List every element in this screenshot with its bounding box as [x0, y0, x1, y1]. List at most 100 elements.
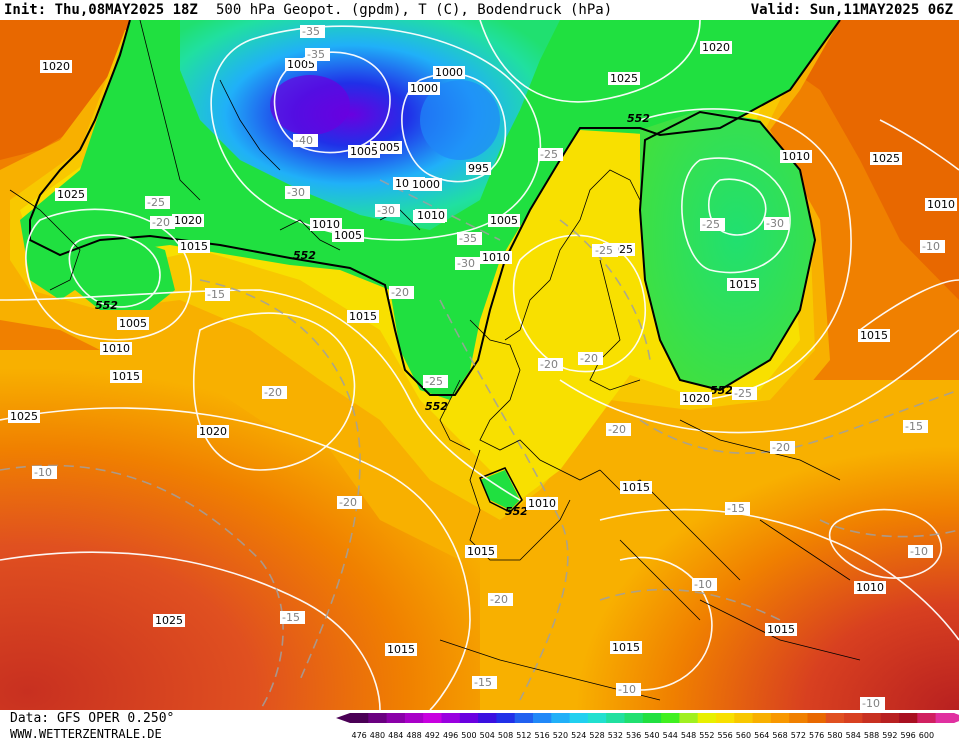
pressure-label: 1000: [435, 66, 463, 79]
eastern-low-field: [640, 110, 815, 390]
pressure-label-box: [385, 643, 417, 656]
temperature-label-box: [293, 134, 318, 147]
legend-arrow-left: [336, 713, 350, 723]
pressure-label-box: [465, 545, 497, 558]
temperature-label: -35: [459, 232, 477, 245]
legend-swatch: [368, 713, 388, 723]
legend-swatch: [697, 713, 717, 723]
temperature-label: -15: [207, 288, 225, 301]
legend-swatch: [624, 713, 644, 723]
pressure-label-box: [780, 150, 812, 163]
pressure-label-box: [8, 410, 40, 423]
pressure-label: 1025: [155, 614, 183, 627]
temperature-label-box: [455, 257, 480, 270]
temperature-label: -25: [147, 196, 165, 209]
warm-northeast: [720, 20, 959, 300]
legend-value: 548: [681, 731, 696, 740]
legend-swatch: [514, 713, 534, 723]
legend-value: 544: [663, 731, 678, 740]
legend-value: 524: [571, 731, 586, 740]
temperature-label: -20: [580, 352, 598, 365]
legend-value: 532: [608, 731, 623, 740]
legend-swatch: [642, 713, 662, 723]
contour-label: 552: [627, 112, 650, 125]
map-footer: Data: GFS OPER 0.250° WWW.WETTERZENTRALE…: [0, 710, 959, 741]
legend-value: 476: [352, 731, 367, 740]
legend-swatch: [533, 713, 552, 723]
pressure-label-box: [117, 317, 149, 330]
pressure-label-box: [526, 497, 558, 510]
legend-swatch: [844, 713, 863, 723]
legend-swatch: [496, 713, 516, 723]
pressure-label: 1020: [42, 60, 70, 73]
temperature-label-box: [732, 387, 757, 400]
pressure-label-box: [348, 145, 380, 158]
temperature-label: -10: [618, 683, 636, 696]
legend-swatch: [587, 713, 607, 723]
contour-label: 552: [710, 384, 733, 397]
temperature-label-box: [285, 186, 310, 199]
temperature-label: -15: [727, 502, 745, 515]
temperature-label-box: [860, 697, 885, 710]
pressure-label: 1005: [350, 145, 378, 158]
pressure-label-box: [408, 82, 440, 95]
pressure-label: 1010: [102, 342, 130, 355]
pressure-label: 1025: [610, 72, 638, 85]
legend-swatch: [734, 713, 754, 723]
pressure-label-box: [285, 58, 317, 71]
pressure-label: 1005: [334, 229, 362, 242]
legend-value: 572: [791, 731, 806, 740]
temperature-label-box: [262, 386, 287, 399]
temperature-label: -10: [694, 578, 712, 591]
legend-swatch: [917, 713, 937, 723]
legend-value: 480: [370, 731, 385, 740]
legend-swatch: [770, 713, 790, 723]
iberia-cutoff: [480, 470, 520, 510]
temperature-label: -10: [862, 697, 880, 710]
pressure-label: 1000: [412, 178, 440, 191]
pressure-label: 1000: [410, 82, 438, 95]
warm-northwest: [0, 20, 130, 160]
contour-552-main: [29, 20, 841, 396]
pressure-label: 1005: [490, 214, 518, 227]
pressure-label: 1015: [767, 623, 795, 636]
legend-swatch: [825, 713, 845, 723]
temperature-label-box: [280, 611, 305, 624]
pressure-label: 1020: [702, 41, 730, 54]
contour-label: 552: [293, 249, 316, 262]
temperature-label: -25: [540, 148, 558, 161]
temperature-label: -40: [295, 134, 313, 147]
legend-swatch: [606, 713, 625, 723]
pressure-label-box: [680, 392, 712, 405]
temperature-label: -15: [474, 676, 492, 689]
pressure-label-box: [172, 214, 204, 227]
legend-value: 496: [443, 731, 458, 740]
pressure-label-box: [480, 251, 512, 264]
legend-value: 584: [846, 731, 861, 740]
site-name: WWW.WETTERZENTRALE.DE: [10, 727, 162, 741]
temperature-label: -25: [425, 375, 443, 388]
pressure-label-box: [854, 581, 886, 594]
pressure-label: 1015: [467, 545, 495, 558]
temperature-label: -20: [608, 423, 626, 436]
temperature-label: -25: [595, 244, 613, 257]
pressure-label-box: [858, 329, 890, 342]
temperature-label: -20: [490, 593, 508, 606]
legend-value: 500: [461, 731, 476, 740]
temperature-label-box: [300, 25, 325, 38]
temperature-label-box: [578, 352, 603, 365]
pressure-label: 1020: [199, 425, 227, 438]
temperature-label-box: [692, 578, 717, 591]
temperature-label: -30: [377, 204, 395, 217]
temperature-label-box: [32, 466, 57, 479]
temperature-label: -25: [734, 387, 752, 400]
pressure-label: 1015: [387, 643, 415, 656]
pressure-label: 1010: [782, 150, 810, 163]
temperature-label-box: [488, 593, 513, 606]
legend-value: 580: [827, 731, 842, 740]
temperature-label-box: [700, 218, 725, 231]
legend-value: 508: [498, 731, 513, 740]
pressure-label: 1010: [528, 497, 556, 510]
temperature-label-box: [908, 545, 933, 558]
pressure-label-box: [415, 209, 447, 222]
